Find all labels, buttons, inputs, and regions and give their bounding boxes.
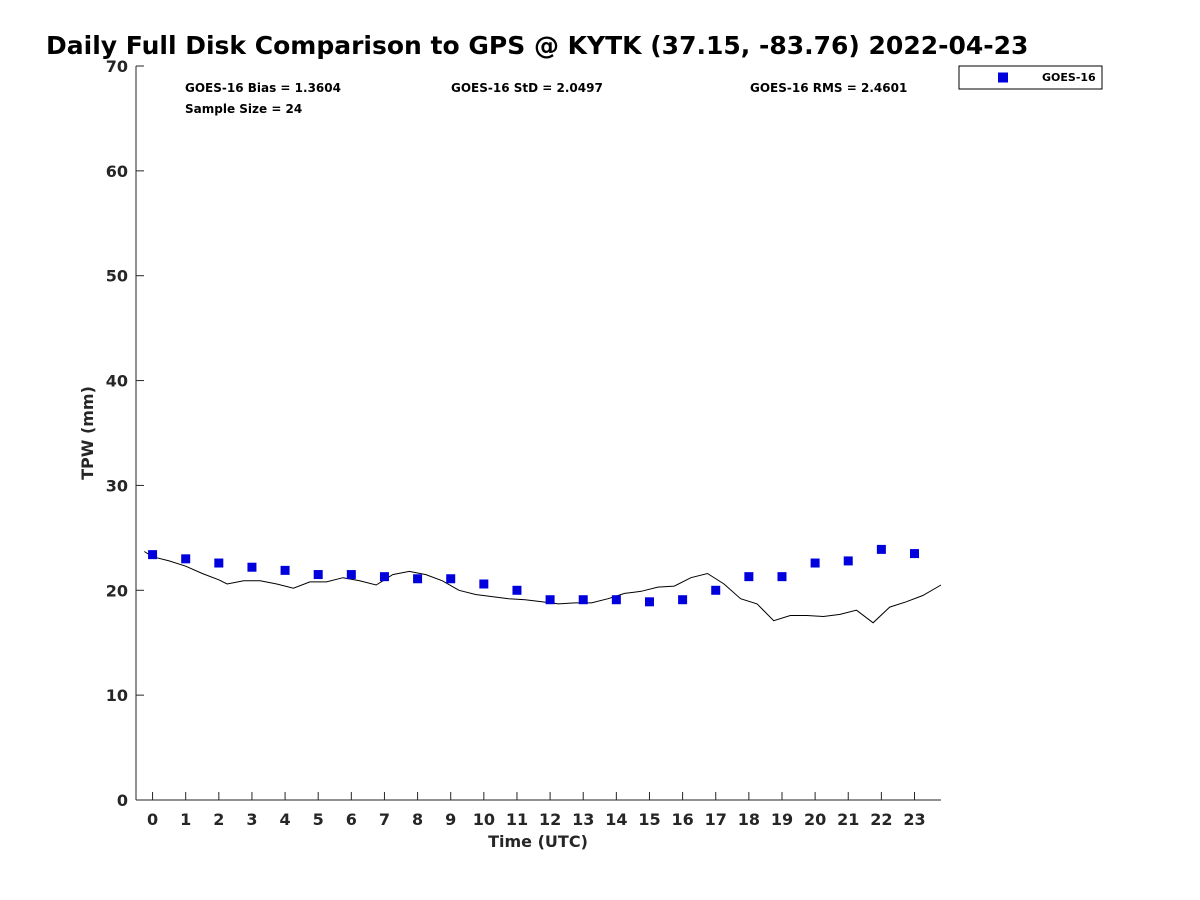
gps-series-line xyxy=(144,551,942,624)
goes16-point xyxy=(744,572,754,582)
x-tick-label: 9 xyxy=(445,810,456,829)
bias-annotation: GOES-16 Bias = 1.3604 xyxy=(185,81,341,95)
goes16-point xyxy=(711,585,721,595)
std-annotation: GOES-16 StD = 2.0497 xyxy=(451,81,603,95)
y-tick-label: 60 xyxy=(106,162,128,181)
sample-size-annotation: Sample Size = 24 xyxy=(185,102,302,116)
x-axis-label: Time (UTC) xyxy=(488,832,588,851)
goes16-point xyxy=(313,570,323,580)
y-tick-label: 0 xyxy=(117,791,128,810)
x-tick-label: 5 xyxy=(313,810,324,829)
x-tick-label: 7 xyxy=(379,810,390,829)
goes16-point xyxy=(280,565,290,575)
x-tick-label: 21 xyxy=(837,810,859,829)
x-tick-label: 6 xyxy=(346,810,357,829)
goes16-point xyxy=(810,558,820,568)
goes16-point xyxy=(545,595,555,605)
legend-marker xyxy=(998,72,1008,83)
x-tick-label: 3 xyxy=(246,810,257,829)
y-tick-label: 50 xyxy=(106,267,128,286)
x-tick-label: 1 xyxy=(180,810,191,829)
goes16-point xyxy=(247,562,257,572)
x-tick-label: 12 xyxy=(539,810,561,829)
y-tick-label: 10 xyxy=(106,686,128,705)
x-tick-label: 15 xyxy=(638,810,660,829)
y-tick-label: 40 xyxy=(106,372,128,391)
y-tick-label: 20 xyxy=(106,581,128,600)
y-tick-label: 70 xyxy=(106,57,128,76)
x-tick-label: 4 xyxy=(280,810,291,829)
goes16-point xyxy=(181,554,191,564)
goes16-point xyxy=(512,585,522,595)
x-tick-label: 11 xyxy=(506,810,528,829)
chart-title: Daily Full Disk Comparison to GPS @ KYTK… xyxy=(46,31,1028,60)
x-tick-label: 14 xyxy=(605,810,627,829)
goes16-points-layer xyxy=(148,544,919,607)
legend: GOES-16 xyxy=(958,65,1103,90)
x-tick-label: 10 xyxy=(473,810,495,829)
goes16-point xyxy=(214,558,224,568)
x-tick-label: 8 xyxy=(412,810,423,829)
y-tick-label: 30 xyxy=(106,476,128,495)
x-tick-label: 2 xyxy=(213,810,224,829)
goes16-point xyxy=(777,572,787,582)
x-tick-label: 13 xyxy=(572,810,594,829)
legend-label: GOES-16 xyxy=(1042,71,1096,84)
x-tick-label: 20 xyxy=(804,810,826,829)
x-tick-label: 0 xyxy=(147,810,158,829)
goes16-point xyxy=(346,570,356,580)
x-tick-label: 19 xyxy=(771,810,793,829)
x-tick-label: 22 xyxy=(870,810,892,829)
goes16-point xyxy=(578,595,588,605)
goes16-point xyxy=(678,595,688,605)
legend-box xyxy=(958,65,1103,90)
goes16-point xyxy=(644,597,654,607)
gps-line-layer xyxy=(144,551,942,624)
goes16-point xyxy=(148,550,158,560)
x-tick-label: 23 xyxy=(903,810,925,829)
x-tick-label: 17 xyxy=(705,810,727,829)
x-tick-label: 18 xyxy=(738,810,760,829)
goes16-point xyxy=(876,544,886,554)
rms-annotation: GOES-16 RMS = 2.4601 xyxy=(750,81,907,95)
goes16-point xyxy=(413,574,423,584)
goes16-point xyxy=(611,595,621,605)
x-tick-label: 16 xyxy=(671,810,693,829)
goes16-point xyxy=(379,572,389,582)
goes16-point xyxy=(479,579,489,589)
goes16-point xyxy=(446,574,456,584)
goes16-point xyxy=(843,556,853,566)
y-axis-label: TPW (mm) xyxy=(78,386,97,480)
goes16-point xyxy=(909,549,919,559)
